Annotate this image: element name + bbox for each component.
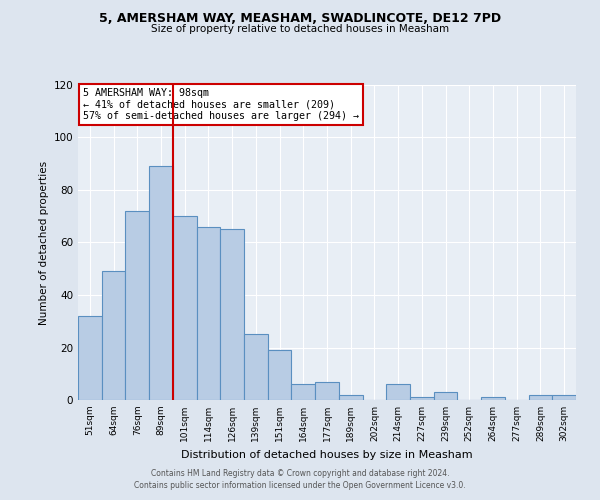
Bar	[268, 350, 292, 400]
Bar	[386, 384, 410, 400]
Y-axis label: Number of detached properties: Number of detached properties	[39, 160, 49, 324]
Bar	[339, 395, 362, 400]
Bar	[529, 395, 552, 400]
Bar	[292, 384, 315, 400]
Text: Contains HM Land Registry data © Crown copyright and database right 2024.: Contains HM Land Registry data © Crown c…	[151, 468, 449, 477]
Bar	[315, 382, 339, 400]
Text: Contains public sector information licensed under the Open Government Licence v3: Contains public sector information licen…	[134, 481, 466, 490]
Bar	[197, 227, 220, 400]
Bar	[149, 166, 173, 400]
Text: 5 AMERSHAM WAY: 98sqm
← 41% of detached houses are smaller (209)
57% of semi-det: 5 AMERSHAM WAY: 98sqm ← 41% of detached …	[83, 88, 359, 122]
Bar	[220, 230, 244, 400]
X-axis label: Distribution of detached houses by size in Measham: Distribution of detached houses by size …	[181, 450, 473, 460]
Bar	[552, 395, 576, 400]
Bar	[102, 272, 125, 400]
Text: 5, AMERSHAM WAY, MEASHAM, SWADLINCOTE, DE12 7PD: 5, AMERSHAM WAY, MEASHAM, SWADLINCOTE, D…	[99, 12, 501, 26]
Bar	[78, 316, 102, 400]
Bar	[481, 398, 505, 400]
Bar	[173, 216, 197, 400]
Bar	[125, 211, 149, 400]
Text: Size of property relative to detached houses in Measham: Size of property relative to detached ho…	[151, 24, 449, 34]
Bar	[244, 334, 268, 400]
Bar	[410, 398, 434, 400]
Bar	[434, 392, 457, 400]
